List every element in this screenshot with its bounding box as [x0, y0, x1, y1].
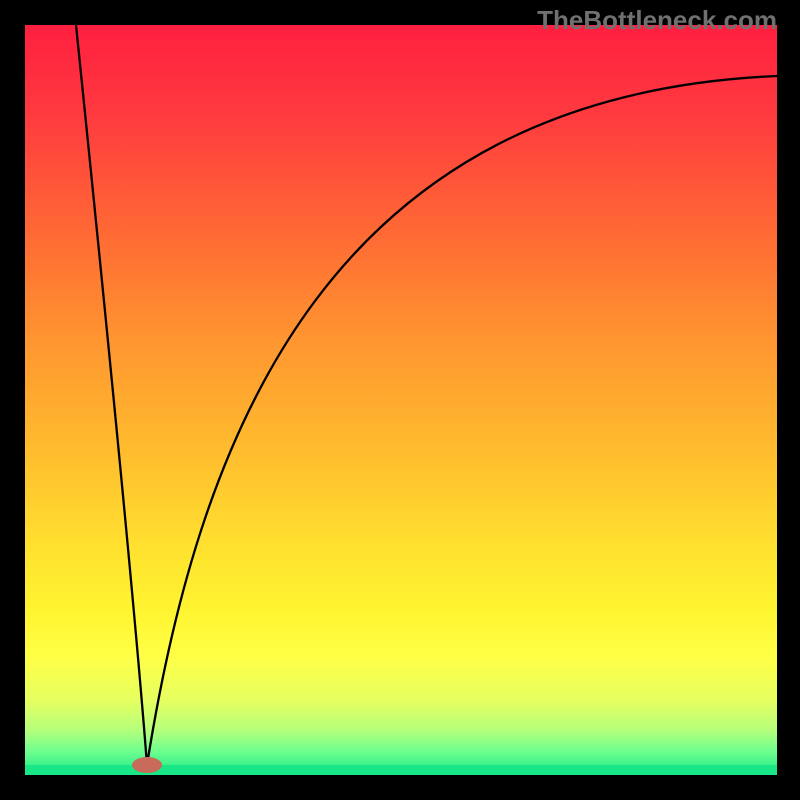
watermark-text: TheBottleneck.com	[537, 5, 777, 36]
vertex-marker	[132, 757, 162, 773]
plot-area	[25, 25, 777, 775]
curve-layer	[25, 25, 777, 775]
chart-container: { "image_size": { "width": 800, "height"…	[0, 0, 800, 800]
